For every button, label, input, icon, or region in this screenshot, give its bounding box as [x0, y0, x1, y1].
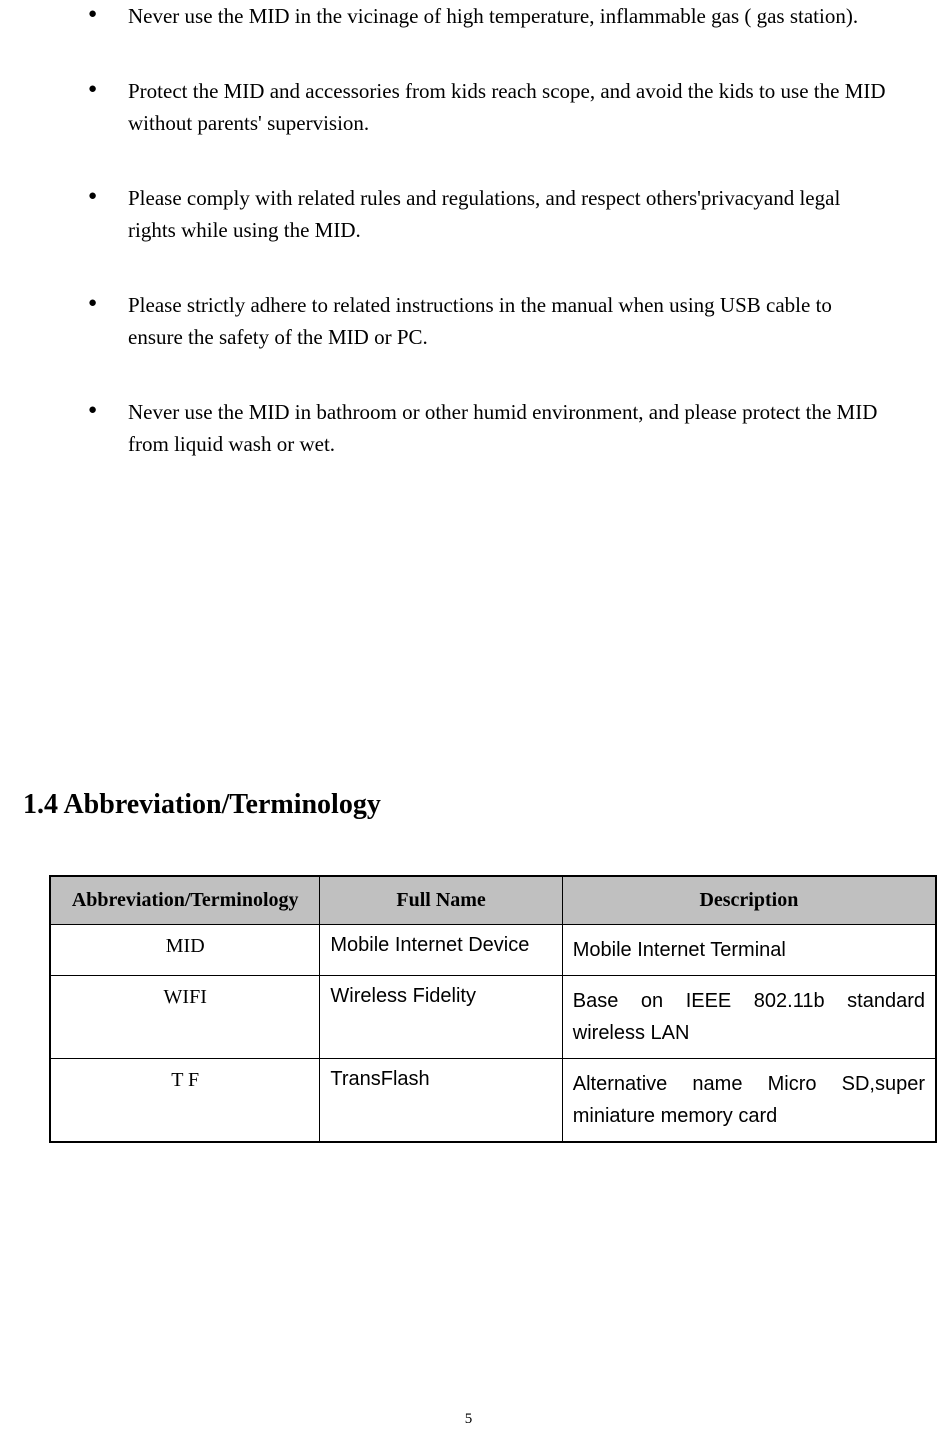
bullet-item: Never use the MID in the vicinage of hig…	[88, 0, 887, 33]
table-row: T F TransFlash Alternative name Micro SD…	[50, 1058, 936, 1142]
table-header-row: Abbreviation/Terminology Full Name Descr…	[50, 876, 936, 925]
page-content: Never use the MID in the vicinage of hig…	[0, 0, 937, 1143]
bullet-item: Never use the MID in bathroom or other h…	[88, 396, 887, 461]
cell-full: Mobile Internet Device	[320, 924, 562, 975]
cell-full: Wireless Fidelity	[320, 975, 562, 1058]
table-row: WIFI Wireless Fidelity Base on IEEE 802.…	[50, 975, 936, 1058]
safety-bullet-list: Never use the MID in the vicinage of hig…	[88, 0, 887, 461]
table-row: MID Mobile Internet Device Mobile Intern…	[50, 924, 936, 975]
bullet-item: Protect the MID and accessories from kid…	[88, 75, 887, 140]
cell-abbr: MID	[50, 924, 320, 975]
bullet-item: Please strictly adhere to related instru…	[88, 289, 887, 354]
cell-desc: Mobile Internet Terminal	[562, 924, 936, 975]
section-heading: 1.4 Abbreviation/Terminology	[23, 789, 887, 821]
cell-full: TransFlash	[320, 1058, 562, 1142]
bullet-item: Please comply with related rules and reg…	[88, 182, 887, 247]
cell-abbr: T F	[50, 1058, 320, 1142]
cell-abbr: WIFI	[50, 975, 320, 1058]
cell-desc: Base on IEEE 802.11b standard wireless L…	[562, 975, 936, 1058]
page-number: 5	[0, 1411, 937, 1428]
table-header-full: Full Name	[320, 876, 562, 925]
cell-desc: Alternative name Micro SD,super miniatur…	[562, 1058, 936, 1142]
table-header-abbr: Abbreviation/Terminology	[50, 876, 320, 925]
table-header-desc: Description	[562, 876, 936, 925]
abbreviation-table: Abbreviation/Terminology Full Name Descr…	[49, 875, 937, 1143]
